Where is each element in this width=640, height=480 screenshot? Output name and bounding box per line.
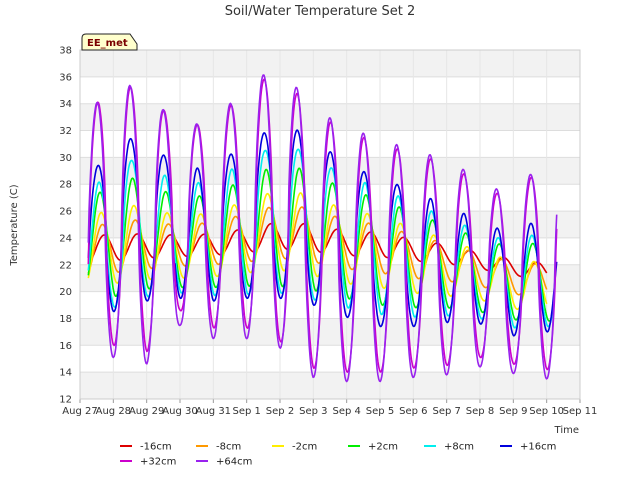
ee-met-badge: EE_met	[81, 33, 138, 51]
x-tick-label: Sep 8	[466, 406, 494, 417]
x-tick-label: Sep 2	[266, 406, 294, 417]
x-tick-label: Sep 5	[366, 406, 394, 417]
y-tick-label: 20	[59, 287, 72, 298]
y-tick-label: 18	[59, 314, 72, 325]
y-tick-label: 34	[59, 99, 72, 110]
y-tick-label: 38	[59, 46, 72, 57]
x-tick-label: Sep 1	[232, 406, 260, 417]
x-tick-label: Aug 28	[96, 406, 131, 417]
plot-frame	[79, 49, 581, 400]
chart-title: Soil/Water Temperature Set 2	[225, 4, 416, 19]
x-tick-label: Aug 30	[162, 406, 197, 417]
x-tick-label: Sep 7	[432, 406, 460, 417]
y-tick-label: 14	[59, 368, 72, 379]
legend-label: -8cm	[216, 442, 241, 453]
plot-band	[80, 264, 580, 292]
plot-band	[80, 50, 580, 77]
plot-band	[80, 318, 580, 346]
legend-label: +32cm	[140, 457, 176, 468]
series-line	[87, 74, 558, 383]
x-axis-label: Time	[554, 425, 579, 436]
x-tick-label: Sep 4	[332, 406, 360, 417]
y-tick-label: 22	[59, 260, 72, 271]
legend-label: +64cm	[216, 457, 252, 468]
y-tick-label: 30	[59, 153, 72, 164]
plot-band	[80, 103, 580, 131]
legend-label: +16cm	[520, 442, 556, 453]
y-tick-label: 26	[59, 207, 72, 218]
y-tick-label: 12	[59, 395, 72, 406]
y-tick-label: 24	[59, 233, 72, 244]
x-tick-label: Aug 31	[196, 406, 231, 417]
x-tick-label: Sep 10	[529, 406, 564, 417]
y-tick-label: 28	[59, 180, 72, 191]
legend-label: +8cm	[444, 442, 474, 453]
y-tick-label: 36	[59, 72, 72, 83]
y-tick-label: 32	[59, 126, 72, 137]
plot-band	[80, 372, 580, 399]
x-tick-label: Aug 29	[129, 406, 164, 417]
legend-label: -2cm	[292, 442, 317, 453]
y-tick-label: 16	[59, 341, 72, 352]
x-tick-label: Sep 11	[563, 406, 598, 417]
series-lines	[87, 74, 558, 383]
legend-label: -16cm	[140, 442, 172, 453]
x-tick-label: Sep 9	[499, 406, 527, 417]
x-tick-label: Aug 27	[62, 406, 97, 417]
x-tick-label: Sep 3	[299, 406, 327, 417]
ee-met-badge-text: EE_met	[87, 38, 128, 49]
legend-label: +2cm	[368, 442, 398, 453]
legend: -16cm -8cm -2cm +2cm +8cm +16cm +32cm +64cm	[120, 442, 556, 468]
y-axis-label: Temperature (C)	[9, 184, 20, 266]
y-tick-labels: 12 14 16 18 20 22 24 26 28 30 32 34 36 38	[59, 46, 72, 406]
x-tick-label: Sep 6	[399, 406, 427, 417]
